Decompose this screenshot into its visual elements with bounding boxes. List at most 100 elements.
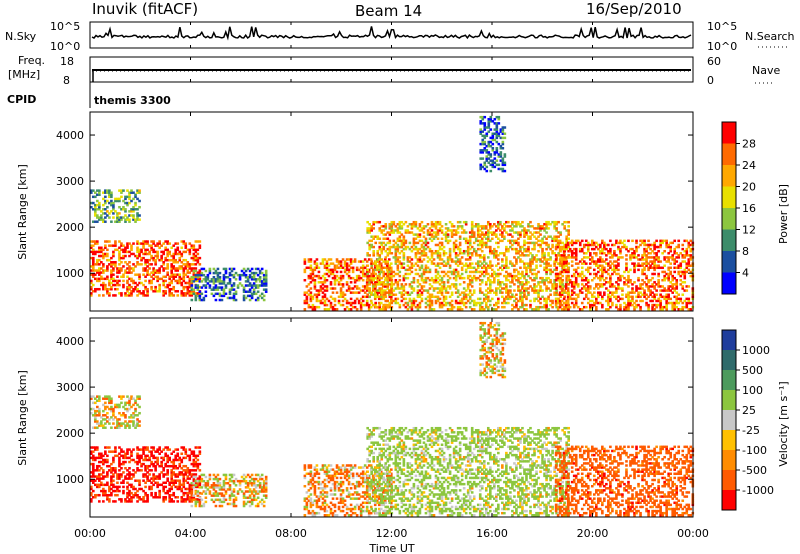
velocity-cell <box>130 485 133 489</box>
power-cell <box>317 293 321 296</box>
power-cell <box>96 220 99 223</box>
power-cell <box>645 260 648 263</box>
velocity-cell <box>116 473 119 476</box>
power-cell <box>677 254 681 257</box>
power-cell <box>120 191 123 194</box>
power-cell <box>549 293 552 296</box>
power-cell <box>584 256 588 259</box>
power-cell <box>156 254 159 258</box>
power-cell <box>525 308 528 311</box>
power-cell <box>262 298 266 302</box>
power-cell <box>337 260 341 263</box>
power-cell <box>164 275 167 279</box>
power-cell <box>549 289 552 292</box>
power-cell <box>458 308 462 311</box>
power-cell <box>434 220 438 224</box>
power-cell <box>428 249 432 253</box>
power-cell <box>535 254 538 257</box>
power-cell <box>568 247 572 251</box>
power-cell <box>96 189 99 192</box>
power-cell <box>460 256 464 259</box>
power-cell <box>311 268 315 272</box>
power-cell <box>420 285 424 288</box>
power-cell <box>325 260 329 263</box>
power-cell <box>675 278 679 282</box>
velocity-cell <box>90 475 93 478</box>
velocity-cell <box>138 458 141 462</box>
power-cell <box>150 254 153 258</box>
power-cell <box>489 144 493 148</box>
power-cell <box>568 281 572 284</box>
power-cell <box>404 297 408 301</box>
power-cell <box>387 258 391 261</box>
power-cell <box>601 249 604 253</box>
power-cell <box>480 266 484 270</box>
power-cell <box>325 266 329 270</box>
power-cell <box>178 273 182 276</box>
power-cell <box>353 260 357 263</box>
power-cell <box>388 301 392 305</box>
power-cell <box>545 260 548 263</box>
power-cell <box>523 235 526 238</box>
velocity-cell <box>100 489 103 493</box>
power-cell <box>152 242 155 245</box>
power-cell <box>260 292 264 296</box>
power-cell <box>382 237 386 240</box>
power-cell <box>623 239 626 243</box>
power-cell <box>98 248 101 252</box>
power-cell <box>400 262 404 265</box>
power-cell <box>114 279 117 283</box>
power-cell <box>106 269 109 272</box>
power-cell <box>381 305 385 309</box>
power-cell <box>378 264 382 267</box>
power-cell <box>186 292 190 295</box>
power-cell <box>408 285 412 288</box>
power-cell <box>422 258 426 261</box>
power-cell <box>184 244 188 247</box>
power-cell <box>677 272 681 276</box>
power-cell <box>307 260 311 263</box>
velocity-cell <box>134 479 137 482</box>
power-cell <box>374 272 378 276</box>
power-cell <box>468 305 472 309</box>
power-cell <box>566 295 570 299</box>
power-cell <box>653 256 656 259</box>
power-cell <box>234 278 238 281</box>
power-cell <box>140 256 143 260</box>
power-cell <box>488 291 492 294</box>
power-cell <box>98 246 101 249</box>
power-cell <box>639 308 642 311</box>
power-cell <box>102 256 105 260</box>
power-cell <box>647 287 650 290</box>
velocity-cell <box>140 462 143 466</box>
power-cell <box>631 287 634 290</box>
power-cell <box>114 248 117 252</box>
power-cell <box>339 262 343 265</box>
power-cell <box>595 299 598 303</box>
power-cell <box>156 271 159 274</box>
power-cell <box>434 278 438 282</box>
power-cell <box>663 276 666 280</box>
power-cell <box>511 223 514 226</box>
power-cell <box>653 258 656 261</box>
power-cell <box>323 308 327 311</box>
power-cell <box>142 244 145 247</box>
velocity-cell <box>112 456 115 460</box>
power-cell <box>511 264 514 267</box>
power-cell <box>647 295 650 299</box>
velocity-cell <box>94 483 97 487</box>
power-cell <box>116 216 119 219</box>
power-cell <box>416 272 420 276</box>
velocity-cell <box>102 475 105 478</box>
velocity-cell <box>94 446 97 449</box>
velocity-cell <box>128 477 131 480</box>
power-cell <box>380 258 384 261</box>
power-cell <box>611 303 614 307</box>
power-cell <box>244 280 248 283</box>
power-cell <box>108 283 111 287</box>
cpid-value: themis 3300 <box>94 94 171 107</box>
power-cell <box>250 296 254 300</box>
power-cell <box>590 299 594 303</box>
power-cell <box>519 295 522 299</box>
power-cell <box>94 240 97 243</box>
